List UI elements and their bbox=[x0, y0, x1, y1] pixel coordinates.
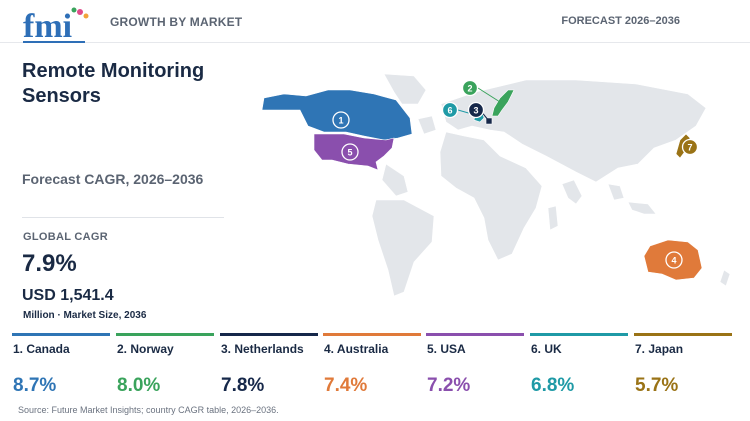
country-cagr-value: 8.0% bbox=[117, 375, 161, 396]
country-card-canada: 1. Canada 8.7% bbox=[12, 333, 110, 397]
map-marker-netherlands bbox=[467, 101, 485, 119]
map-marker-japan bbox=[681, 138, 699, 156]
map-marker-norway bbox=[461, 79, 479, 97]
source-note: Source: Future Market Insights; country … bbox=[18, 405, 279, 415]
map-marker-canada bbox=[332, 111, 350, 129]
country-cagr-value: 8.7% bbox=[13, 375, 57, 396]
forecast-cagr-subtitle: Forecast CAGR, 2026–2036 bbox=[22, 171, 204, 187]
svg-text:fmi: fmi bbox=[23, 8, 72, 45]
forecast-label: FORECAST 2026–2036 bbox=[561, 15, 680, 27]
country-name: 2. Norway bbox=[117, 342, 174, 356]
growth-by-market-label: GROWTH BY MARKET bbox=[110, 15, 243, 29]
country-name: 3. Netherlands bbox=[221, 342, 304, 356]
country-card-netherlands: 3. Netherlands 7.8% bbox=[220, 333, 318, 397]
color-bar-netherlands bbox=[220, 333, 318, 336]
country-card-uk: 6. UK 6.8% bbox=[530, 333, 628, 397]
map-marker-label: 7 bbox=[687, 143, 692, 153]
map-marker-australia bbox=[665, 251, 683, 269]
country-cagr-value: 5.7% bbox=[635, 375, 679, 396]
leader-line-norway bbox=[477, 87, 501, 103]
country-name: 7. Japan bbox=[635, 342, 684, 356]
market-size-note: Million · Market Size, 2036 bbox=[23, 310, 147, 321]
country-cagr-value: 6.8% bbox=[531, 375, 575, 396]
map-marker-uk bbox=[441, 101, 459, 119]
header-bar: fmi GROWTH BY MARKET FORECAST 2026–2036 bbox=[0, 0, 750, 46]
country-shape-norway bbox=[491, 89, 515, 117]
country-name: 5. USA bbox=[427, 342, 466, 356]
global-cagr-value: 7.9% bbox=[22, 250, 77, 277]
country-shape-canada bbox=[261, 89, 413, 141]
map-markers: 1 2 3 4 5 6 7 bbox=[332, 79, 699, 269]
page-title: Remote Monitoring Sensors bbox=[22, 60, 205, 107]
color-bar-uk bbox=[530, 333, 628, 336]
color-bar-norway bbox=[116, 333, 214, 336]
country-card-australia: 4. Australia 7.4% bbox=[323, 333, 421, 397]
country-cagr-value: 7.8% bbox=[221, 375, 265, 396]
country-card-norway: 2. Norway 8.0% bbox=[116, 333, 214, 397]
map-marker-label: 6 bbox=[447, 106, 452, 116]
base-landmass bbox=[371, 73, 731, 297]
country-card-usa: 5. USA 7.2% bbox=[426, 333, 524, 397]
country-name: 1. Canada bbox=[13, 342, 70, 356]
world-map-svg: 1 2 3 4 5 6 7 bbox=[261, 73, 731, 297]
color-bar-australia bbox=[323, 333, 421, 336]
country-cagr-row: 1. Canada 8.7% 2. Norway 8.0% 3. Netherl… bbox=[12, 333, 736, 397]
map-marker-label: 1 bbox=[338, 116, 343, 126]
divider bbox=[22, 217, 224, 218]
highlighted-countries bbox=[261, 89, 703, 281]
map-marker-label: 3 bbox=[473, 106, 478, 116]
brand-logo[interactable]: fmi bbox=[22, 6, 92, 46]
global-cagr-label: GLOBAL CAGR bbox=[23, 231, 108, 243]
world-map: 1 2 3 4 5 6 7 bbox=[236, 64, 750, 304]
color-bar-canada bbox=[12, 333, 110, 336]
map-marker-label: 5 bbox=[347, 148, 352, 158]
country-name: 4. Australia bbox=[324, 342, 389, 356]
market-size-value: USD 1,541.4 bbox=[22, 287, 114, 304]
map-marker-label: 4 bbox=[671, 256, 676, 266]
country-name: 6. UK bbox=[531, 342, 562, 356]
country-cagr-value: 7.2% bbox=[427, 375, 471, 396]
country-shape-usa bbox=[313, 133, 395, 171]
country-card-japan: 7. Japan 5.7% bbox=[634, 333, 732, 397]
map-marker-usa bbox=[341, 143, 359, 161]
color-bar-japan bbox=[634, 333, 732, 336]
color-bar-usa bbox=[426, 333, 524, 336]
country-cagr-value: 7.4% bbox=[324, 375, 368, 396]
country-shape-australia bbox=[643, 239, 703, 281]
map-marker-label: 2 bbox=[467, 84, 472, 94]
